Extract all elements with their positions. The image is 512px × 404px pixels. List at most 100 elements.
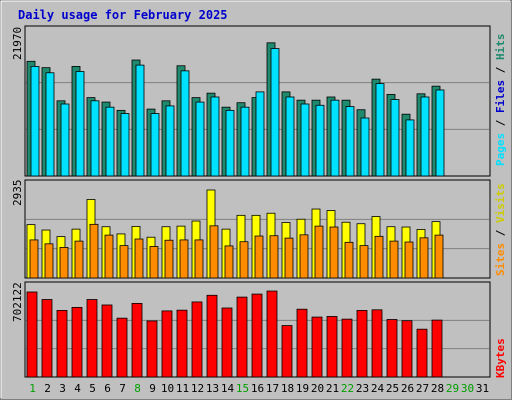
bar-kbytes-26	[401, 320, 413, 378]
bar-sites-14	[224, 245, 234, 279]
top-panel-ymax: 21970	[11, 26, 24, 60]
bar-files-21	[330, 99, 340, 177]
bar-files-24	[375, 83, 385, 177]
day-label-12: 12	[190, 382, 205, 395]
day-label-11: 11	[175, 382, 190, 395]
legend-kbytes: KBytes	[494, 338, 507, 378]
bar-kbytes-7	[116, 317, 128, 378]
bar-sites-11	[179, 239, 189, 279]
mid-panel-ymax: 2935	[11, 179, 24, 207]
day-label-22: 22	[340, 382, 355, 395]
bar-kbytes-3	[56, 310, 68, 378]
day-label-1: 1	[29, 382, 36, 395]
bar-files-22	[345, 106, 355, 177]
day-label-4: 4	[74, 382, 81, 395]
bar-kbytes-14	[221, 307, 233, 378]
bar-sites-3	[59, 247, 69, 279]
bar-kbytes-18	[281, 325, 293, 378]
day-label-27: 27	[415, 382, 430, 395]
day-label-14: 14	[220, 382, 235, 395]
bar-sites-2	[44, 243, 54, 279]
bar-files-12	[195, 101, 205, 177]
bar-files-6	[105, 106, 115, 177]
bar-files-14	[225, 109, 235, 177]
bar-sites-4	[74, 240, 84, 279]
bar-kbytes-13	[206, 294, 218, 378]
legend-hits: Hits	[494, 33, 507, 61]
bar-sites-13	[209, 225, 219, 279]
day-label-29: 29	[445, 382, 460, 395]
bar-files-5	[90, 100, 100, 177]
legend-sites-visits: Sites / Visits	[494, 183, 507, 276]
legend-files: Files	[494, 79, 507, 113]
bar-files-2	[45, 72, 55, 177]
legend-kbytes-text: KBytes	[494, 338, 507, 378]
day-label-23: 23	[355, 382, 370, 395]
day-label-5: 5	[89, 382, 96, 395]
bar-files-15	[240, 106, 250, 177]
bar-files-4	[75, 71, 85, 177]
day-label-21: 21	[325, 382, 340, 395]
bar-files-11	[180, 70, 190, 177]
legend-sep-3: /	[494, 223, 507, 243]
day-label-13: 13	[205, 382, 220, 395]
bar-kbytes-5	[86, 299, 98, 378]
day-label-30: 30	[460, 382, 475, 395]
legend-pages: Pages	[494, 132, 507, 166]
bar-kbytes-6	[101, 304, 113, 378]
bar-sites-23	[359, 245, 369, 279]
day-label-19: 19	[295, 382, 310, 395]
day-label-9: 9	[149, 382, 156, 395]
day-label-20: 20	[310, 382, 325, 395]
bar-sites-24	[374, 235, 384, 279]
bar-kbytes-24	[371, 309, 383, 378]
day-label-7: 7	[119, 382, 126, 395]
day-label-8: 8	[134, 382, 141, 395]
bar-kbytes-16	[251, 293, 263, 378]
bar-kbytes-21	[326, 316, 338, 378]
bar-kbytes-19	[296, 308, 308, 378]
bar-files-1	[30, 65, 40, 177]
bar-kbytes-20	[311, 316, 323, 378]
bar-kbytes-2	[41, 299, 53, 378]
bar-files-28	[435, 89, 445, 177]
bar-files-27	[420, 96, 430, 177]
day-label-24: 24	[370, 382, 385, 395]
bar-sites-22	[344, 241, 354, 279]
bar-files-3	[60, 103, 70, 177]
bar-kbytes-22	[341, 318, 353, 378]
day-label-10: 10	[160, 382, 175, 395]
bar-files-20	[315, 104, 325, 177]
bar-kbytes-27	[416, 328, 428, 378]
chart-title: Daily usage for February 2025	[18, 8, 228, 22]
day-label-18: 18	[280, 382, 295, 395]
day-label-26: 26	[400, 382, 415, 395]
day-label-17: 17	[265, 382, 280, 395]
day-label-16: 16	[250, 382, 265, 395]
bar-files-25	[390, 99, 400, 177]
bar-sites-16	[254, 235, 264, 279]
bot-panel-ymax: 702122	[11, 282, 24, 322]
bar-files-17	[270, 48, 280, 177]
legend-pages-files-hits: Pages / Files / Hits	[494, 34, 507, 167]
bar-kbytes-8	[131, 302, 143, 378]
bar-sites-26	[404, 241, 414, 279]
bar-sites-18	[284, 237, 294, 279]
bar-sites-17	[269, 235, 279, 279]
day-label-25: 25	[385, 382, 400, 395]
bar-sites-1	[29, 239, 39, 279]
bar-sites-15	[239, 241, 249, 279]
bar-kbytes-11	[176, 309, 188, 378]
bar-files-9	[150, 113, 160, 177]
bar-kbytes-10	[161, 310, 173, 378]
bar-sites-19	[299, 234, 309, 279]
bar-files-19	[300, 103, 310, 177]
bar-sites-25	[389, 240, 399, 279]
day-label-31: 31	[475, 382, 490, 395]
bar-files-13	[210, 96, 220, 177]
bar-kbytes-28	[431, 319, 443, 378]
bar-sites-7	[119, 245, 129, 279]
legend-sep-2: /	[494, 60, 507, 80]
